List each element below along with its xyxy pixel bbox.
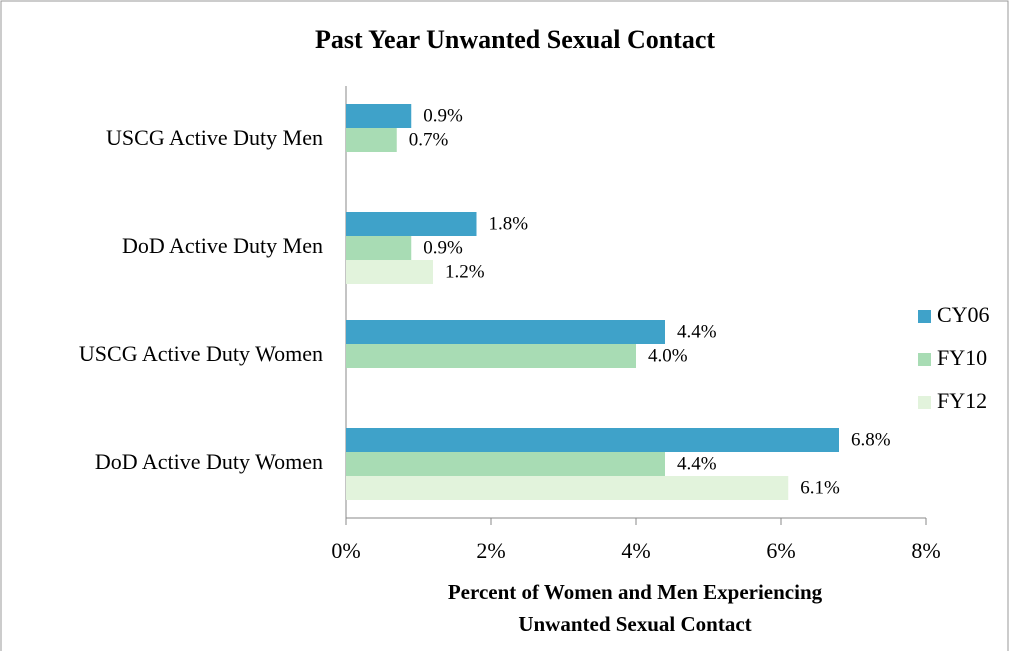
x-tick-label: 0% bbox=[331, 538, 360, 563]
bar bbox=[346, 236, 412, 260]
bar bbox=[346, 104, 412, 128]
bar bbox=[346, 212, 477, 236]
data-label: 4.4% bbox=[677, 453, 717, 474]
legend-label: CY06 bbox=[937, 302, 990, 327]
y-tick-label: DoD Active Duty Women bbox=[95, 449, 323, 474]
bar bbox=[346, 260, 433, 284]
legend-label: FY12 bbox=[937, 388, 987, 413]
bar bbox=[346, 476, 789, 500]
y-tick-label: DoD Active Duty Men bbox=[122, 233, 323, 258]
bar bbox=[346, 344, 636, 368]
x-tick-label: 4% bbox=[621, 538, 650, 563]
data-label: 0.9% bbox=[423, 105, 463, 126]
data-label: 0.7% bbox=[409, 129, 449, 150]
legend-label: FY10 bbox=[937, 345, 987, 370]
y-tick-label: USCG Active Duty Men bbox=[106, 125, 323, 150]
legend-swatch bbox=[918, 396, 931, 409]
bar bbox=[346, 320, 665, 344]
data-label: 4.0% bbox=[648, 345, 688, 366]
x-tick-label: 8% bbox=[911, 538, 940, 563]
bar bbox=[346, 452, 665, 476]
x-axis-title: Percent of Women and Men Experiencing bbox=[448, 580, 823, 604]
chart-title: Past Year Unwanted Sexual Contact bbox=[315, 25, 715, 54]
legend-swatch bbox=[918, 310, 931, 323]
data-label: 4.4% bbox=[677, 321, 717, 342]
bar bbox=[346, 128, 397, 152]
data-label: 1.2% bbox=[445, 261, 485, 282]
x-axis-title: Unwanted Sexual Contact bbox=[518, 612, 751, 636]
y-tick-label: USCG Active Duty Women bbox=[79, 341, 323, 366]
x-tick-label: 2% bbox=[476, 538, 505, 563]
legend-swatch bbox=[918, 353, 931, 366]
data-label: 6.1% bbox=[800, 477, 840, 498]
data-label: 6.8% bbox=[851, 429, 891, 450]
bar bbox=[346, 428, 839, 452]
data-label: 0.9% bbox=[423, 237, 463, 258]
x-tick-label: 6% bbox=[766, 538, 795, 563]
data-label: 1.8% bbox=[489, 213, 529, 234]
